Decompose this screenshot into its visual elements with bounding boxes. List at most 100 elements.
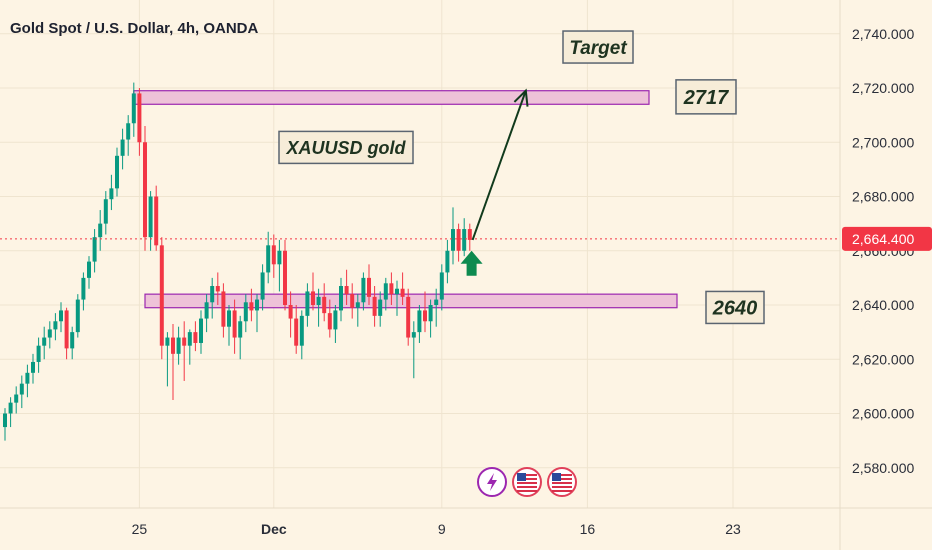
flag-stripe	[552, 486, 572, 488]
level-high-label: 2717	[683, 87, 729, 109]
plot-area	[0, 0, 840, 508]
candle-body	[159, 245, 164, 346]
candle-body	[137, 93, 142, 143]
x-tick-label: 16	[580, 521, 596, 537]
us-flag-icon[interactable]	[547, 467, 577, 497]
us-flag-icon[interactable]	[512, 467, 542, 497]
candle-body	[53, 321, 58, 330]
up-arrow-icon	[460, 250, 483, 276]
candle-body	[59, 310, 63, 322]
target-label: Target	[569, 38, 627, 59]
candle-body	[70, 332, 75, 349]
candle-body	[176, 337, 181, 354]
candle-body	[25, 372, 30, 384]
symbol-annotation: XAUUSD gold	[286, 138, 407, 158]
candle-body	[367, 277, 371, 297]
candle-body	[434, 299, 439, 305]
candle-body	[456, 229, 461, 251]
candle-body	[3, 413, 7, 428]
candle-body	[255, 299, 259, 311]
y-tick-label: 2,620.000	[852, 351, 914, 367]
y-tick-label: 2,680.000	[852, 189, 914, 205]
candle-body	[395, 288, 399, 295]
level-high-label-box	[675, 79, 737, 115]
y-tick-label: 2,600.000	[852, 406, 914, 422]
candle-body	[87, 261, 91, 278]
lightning-glyph	[487, 473, 497, 491]
flag-stripe	[552, 490, 572, 492]
trend-arrow-head	[513, 88, 529, 107]
x-tick-label: 23	[725, 521, 741, 537]
y-tick-label: 2,580.000	[852, 460, 914, 476]
flag-stripe	[552, 478, 572, 480]
candle-body	[148, 196, 153, 238]
candle-body	[227, 310, 231, 327]
candle-body	[14, 394, 19, 403]
candle-body	[182, 337, 187, 346]
candle-body	[299, 315, 304, 346]
candle-body	[417, 310, 422, 333]
candle-body	[81, 277, 86, 300]
candle-body	[288, 305, 293, 319]
candle-body	[204, 302, 209, 319]
candle-body	[428, 305, 433, 322]
candle-body	[19, 383, 24, 395]
candle-body	[277, 250, 282, 265]
flag-stripe	[517, 474, 537, 476]
time-axis[interactable]: 25 Dec 9 16 23	[132, 521, 741, 537]
flag-stripe	[517, 478, 537, 480]
level-low-label-box	[705, 290, 765, 325]
overlay-layer: 2717 2640 XAUUSD gold Target	[0, 30, 840, 325]
candle-body	[243, 302, 248, 322]
candle-body	[411, 332, 416, 338]
candle-body	[350, 294, 355, 308]
candle-body	[372, 296, 377, 316]
candle-body	[283, 250, 287, 305]
flag-canton	[517, 473, 526, 481]
trend-arrow-line	[471, 90, 527, 241]
candle-body	[115, 155, 119, 189]
candle-body	[389, 283, 394, 295]
symbol-annotation-box	[278, 130, 414, 165]
candle-body	[109, 188, 114, 200]
candle-body	[42, 337, 47, 346]
flag-stripe	[517, 490, 537, 492]
candle-body	[143, 142, 147, 238]
candle-body	[215, 286, 220, 292]
x-tick-label: 25	[132, 521, 148, 537]
flag-canton	[552, 473, 561, 481]
flag-stripe	[517, 482, 537, 484]
events-layer[interactable]	[477, 467, 577, 497]
flag-stripe	[552, 482, 572, 484]
y-tick-label: 2,740.000	[852, 26, 914, 42]
candle-body	[339, 286, 343, 311]
candle-body	[165, 337, 170, 346]
last-price-badge[interactable]	[842, 226, 932, 251]
candle-body	[8, 402, 13, 414]
candle-body	[98, 223, 103, 238]
price-axis[interactable]: 2,580.000 2,600.000 2,620.000 2,640.000 2,66…	[842, 26, 932, 476]
candle-body	[31, 361, 35, 373]
zones-layer	[133, 90, 678, 309]
chart-title: Gold Spot / U.S. Dollar, 4h, OANDA	[10, 20, 259, 37]
candle-body	[344, 286, 349, 295]
candle-body	[210, 286, 215, 303]
zone-support	[144, 293, 678, 309]
candle-body	[305, 291, 310, 316]
candle-body	[316, 296, 321, 305]
candle-body	[232, 310, 237, 338]
candle-body	[266, 245, 271, 273]
candle-body	[260, 272, 265, 300]
candle-body	[249, 302, 254, 311]
flag-stripe	[552, 474, 572, 476]
candle-body	[322, 296, 327, 314]
candle-body	[333, 310, 338, 330]
candle-body	[92, 237, 97, 262]
target-label-box	[562, 30, 634, 64]
last-price-label: 2,664.400	[852, 231, 914, 247]
candle-body	[451, 229, 455, 251]
candle-body	[199, 318, 203, 343]
